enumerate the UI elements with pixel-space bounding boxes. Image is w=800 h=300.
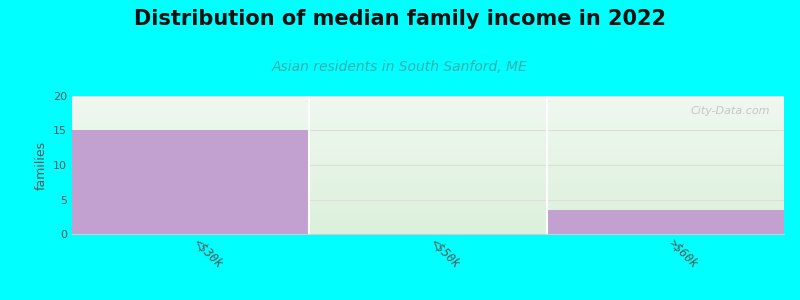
Bar	[72, 130, 310, 234]
Text: City-Data.com: City-Data.com	[690, 106, 770, 116]
Text: Asian residents in South Sanford, ME: Asian residents in South Sanford, ME	[272, 60, 528, 74]
Y-axis label: families: families	[34, 140, 47, 190]
Text: Distribution of median family income in 2022: Distribution of median family income in …	[134, 9, 666, 29]
Bar	[546, 210, 784, 234]
